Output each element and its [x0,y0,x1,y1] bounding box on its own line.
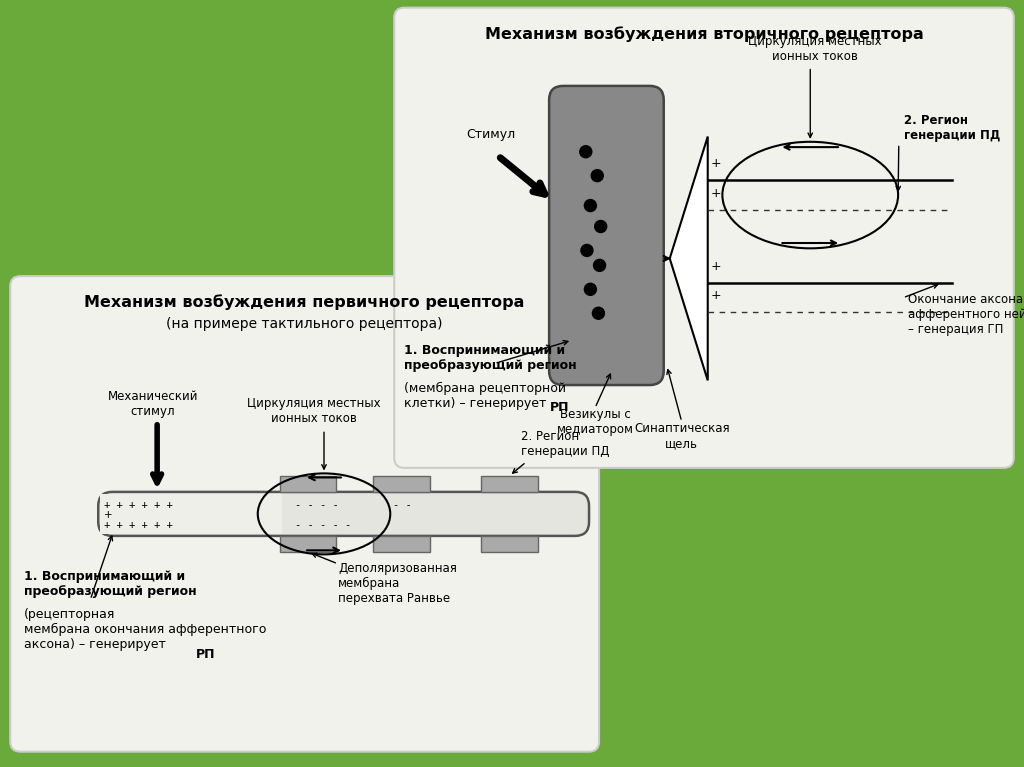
Text: +: + [711,289,721,302]
Bar [280,476,336,492]
Text: Везикулы с
медиатором: Везикулы с медиатором [556,408,634,436]
Bar [280,536,336,552]
Text: - -: - - [393,500,412,510]
Text: (мембрана рецепторной
клетки) – генерирует: (мембрана рецепторной клетки) – генериру… [404,382,566,410]
Text: +: + [711,260,721,273]
Text: 1. Воспринимающий и
преобразующий регион: 1. Воспринимающий и преобразующий регион [25,570,197,598]
Text: Синаптическая
щель: Синаптическая щель [634,422,729,450]
Text: +: + [711,157,721,170]
Bar [481,476,538,492]
FancyBboxPatch shape [549,86,664,385]
Bar [373,476,429,492]
Polygon shape [670,137,708,380]
Text: +: + [711,186,721,199]
Text: (рецепторная
мембрана окончания афферентного
аксона) – генерирует: (рецепторная мембрана окончания афферент… [25,608,266,651]
Text: 2. Регион
генерации ПД: 2. Регион генерации ПД [904,114,1000,142]
FancyBboxPatch shape [394,8,1014,468]
Text: + + + + + +: + + + + + + [104,500,173,510]
Text: Циркуляция местных
ионных токов: Циркуляция местных ионных токов [247,397,381,426]
Bar [373,536,429,552]
Circle shape [580,146,592,158]
Text: (на примере тактильного рецептора): (на примере тактильного рецептора) [166,317,443,331]
Text: - - - - -: - - - - - [295,520,351,530]
Circle shape [591,170,603,182]
Circle shape [593,308,604,319]
Text: +: + [104,510,113,520]
Bar [100,494,282,534]
FancyBboxPatch shape [10,276,599,752]
FancyBboxPatch shape [98,492,589,536]
Circle shape [594,259,605,272]
Text: РП: РП [550,400,569,413]
Text: + + + + + +: + + + + + + [104,520,173,530]
Circle shape [585,199,596,212]
Text: Механизм возбуждения вторичного рецептора: Механизм возбуждения вторичного рецептор… [484,26,924,41]
Text: - - - -: - - - - [295,500,338,510]
Text: Циркуляция местных
ионных токов: Циркуляция местных ионных токов [749,35,882,63]
Text: 1. Воспринимающий и
преобразующий регион: 1. Воспринимающий и преобразующий регион [404,344,577,372]
Circle shape [595,220,606,232]
Text: Окончание аксона
афферентного нейрона
– генерация ГП: Окончание аксона афферентного нейрона – … [908,293,1024,336]
Text: Деполяризованная
мембрана
перехвата Ранвье: Деполяризованная мембрана перехвата Ранв… [338,562,457,605]
Text: РП: РП [197,648,216,661]
Text: 2. Регион
генерации ПД: 2. Регион генерации ПД [521,430,609,458]
Text: Механический
стимул: Механический стимул [108,390,199,418]
Circle shape [585,283,596,295]
Text: Механизм возбуждения первичного рецептора: Механизм возбуждения первичного рецептор… [84,295,525,310]
Bar [481,536,538,552]
Text: Стимул: Стимул [467,128,516,141]
Circle shape [581,245,593,256]
